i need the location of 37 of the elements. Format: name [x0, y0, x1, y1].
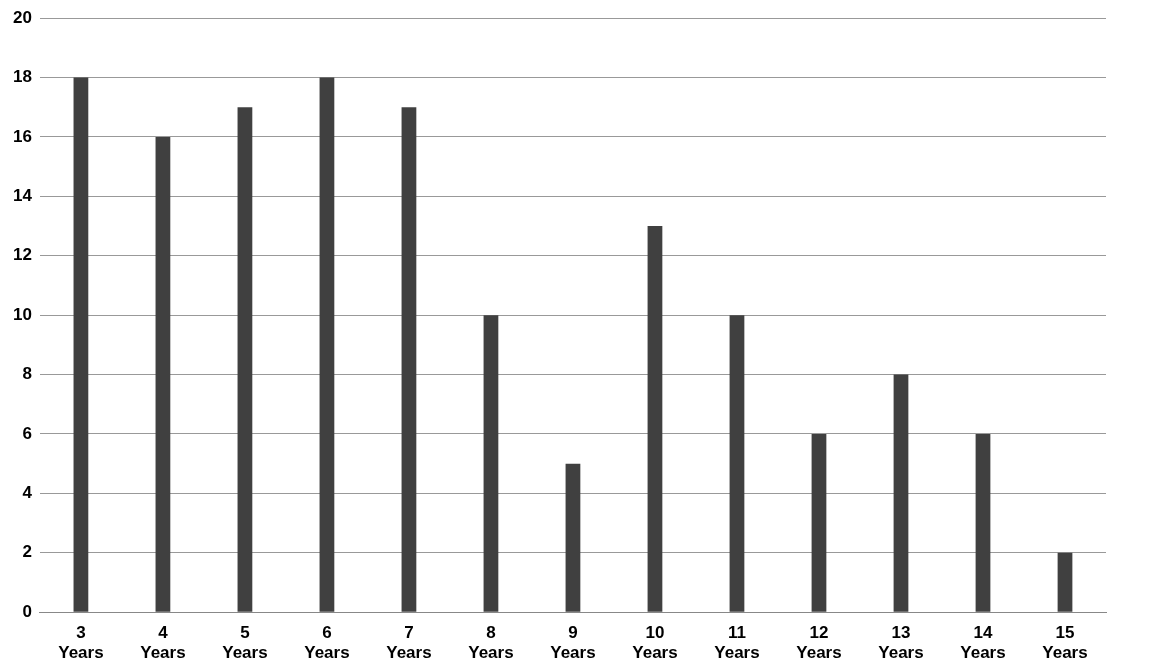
bar — [401, 107, 417, 612]
bar — [237, 107, 253, 612]
x-tick-label: 15 Years — [1042, 623, 1088, 663]
y-tick-label: 14 — [12, 186, 33, 206]
y-tick-label: 12 — [12, 245, 32, 265]
x-tick-label: 13 Years — [878, 623, 924, 663]
y-tick-label: 0 — [22, 601, 32, 621]
bar — [565, 463, 581, 612]
bar — [811, 434, 827, 612]
y-tick-label: 8 — [22, 364, 32, 384]
bar — [483, 315, 499, 612]
x-tick-label: 11 Years — [714, 623, 760, 663]
y-tick-label: 4 — [22, 483, 33, 503]
x-tick-label: 5 Years — [222, 623, 268, 663]
bar — [729, 315, 745, 612]
bar — [1057, 552, 1073, 612]
x-tick-label: 3 Years — [58, 623, 104, 663]
bar — [975, 434, 991, 612]
bar — [893, 374, 909, 612]
x-tick-label: 6 Years — [304, 623, 350, 663]
y-tick-label: 20 — [12, 7, 32, 27]
y-tick-label: 10 — [12, 304, 32, 324]
x-tick-label: 14 Years — [960, 623, 1006, 663]
y-tick-label: 6 — [22, 423, 32, 443]
bar — [319, 77, 335, 612]
bar — [73, 77, 89, 612]
y-tick-label: 2 — [22, 542, 32, 562]
x-tick-label: 12 Years — [796, 623, 842, 663]
x-tick-label: 4 Years — [140, 623, 186, 663]
bar — [155, 137, 171, 612]
x-tick-label: 8 Years — [468, 623, 514, 663]
x-tick-label: 7 Years — [386, 623, 432, 663]
x-tick-label: 9 Years — [550, 623, 596, 663]
y-tick-label: 16 — [12, 126, 32, 146]
bar — [647, 226, 663, 612]
y-tick-label: 18 — [12, 67, 32, 87]
x-tick-label: 10 Years — [632, 623, 678, 663]
